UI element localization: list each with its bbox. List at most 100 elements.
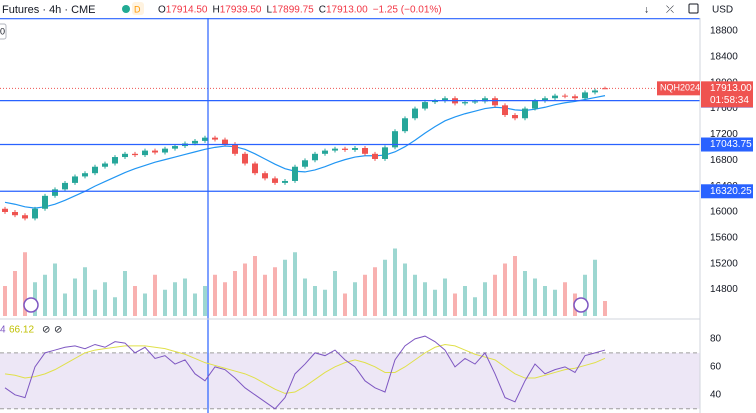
candle-body	[602, 88, 608, 90]
candle-body	[152, 150, 158, 153]
volume-bar	[493, 274, 497, 316]
volume-bar	[563, 282, 567, 316]
alert-icon[interactable]	[573, 297, 589, 313]
volume-bar	[143, 293, 147, 316]
rsi-legend-icon[interactable]: ⊘	[54, 325, 62, 336]
candle-body	[142, 150, 148, 156]
ohlc-value: 17913.00	[326, 5, 368, 16]
rsi-line	[4, 335, 606, 410]
y-tick-label: 18400	[710, 51, 738, 62]
candle-body	[72, 176, 78, 183]
volume-bar	[283, 259, 287, 316]
candle-body	[502, 105, 508, 116]
volume-bar	[163, 289, 167, 316]
rsi-band	[0, 352, 700, 409]
candle-body	[112, 157, 118, 164]
volume-bar	[223, 282, 227, 316]
volume-bar	[103, 282, 107, 316]
volume-bar	[23, 252, 27, 316]
volume-bar	[463, 286, 467, 316]
candle-body	[292, 166, 298, 181]
volume-bar	[363, 274, 367, 316]
badge-text: D	[134, 4, 141, 14]
y-tick-label: 14800	[710, 284, 738, 295]
candle-body	[262, 173, 268, 179]
hline-label-bg	[701, 184, 753, 199]
candle-body	[562, 95, 568, 97]
volume-bar	[583, 274, 587, 316]
fullscreen[interactable]	[688, 3, 699, 14]
symbol-tag	[657, 81, 700, 96]
status-dot	[122, 5, 130, 13]
candle-body	[412, 108, 418, 119]
candle-body	[312, 153, 318, 161]
candle-body	[12, 211, 18, 216]
candle-body	[472, 101, 478, 103]
currency[interactable]: USD	[712, 5, 733, 16]
candle-body	[422, 102, 428, 109]
candle-body	[522, 108, 528, 119]
collapse[interactable]: ⤫	[666, 5, 674, 16]
replay-icon[interactable]	[23, 297, 39, 313]
candle-body	[212, 137, 218, 140]
candle-body	[402, 118, 408, 132]
volume-bar	[373, 267, 377, 316]
volume-bar	[213, 274, 217, 316]
candle-body	[552, 95, 558, 99]
volume-bar	[443, 278, 447, 316]
candle-body	[572, 96, 578, 99]
volume-bar	[543, 286, 547, 316]
hline-label: 16320.25	[710, 186, 752, 197]
candle-body	[432, 100, 438, 103]
volume-bar	[63, 293, 67, 316]
volume-bar	[93, 289, 97, 316]
candle-body	[162, 148, 168, 153]
volume-bar	[313, 286, 317, 316]
volume-bar	[183, 278, 187, 316]
scroll-down[interactable]: ↓	[644, 5, 649, 16]
price-tag-text: 17913.00	[710, 83, 752, 94]
volume-bar	[553, 289, 557, 316]
candle-body	[542, 98, 548, 101]
candle-body	[282, 180, 288, 183]
volume-bar	[123, 271, 127, 316]
y-tick-label: 15200	[710, 258, 738, 269]
candle-body	[372, 153, 378, 159]
candle-body	[62, 182, 68, 190]
candle-body	[242, 153, 248, 164]
volume-bar	[513, 256, 517, 316]
candle-body	[132, 153, 138, 156]
badge	[132, 2, 144, 15]
candle-body	[32, 208, 38, 219]
volume-bar	[133, 286, 137, 316]
ohlc-value: 17899.75	[272, 5, 314, 16]
candle-body	[382, 147, 388, 159]
candle-body	[192, 140, 198, 144]
header-bg	[0, 0, 756, 17]
change: −1.25 (−0.01%)	[373, 5, 442, 16]
symbol-tag-text: NQH2024	[660, 83, 700, 93]
price-tag	[701, 81, 753, 108]
volume-bar	[523, 271, 527, 316]
volume-bar	[273, 267, 277, 316]
volume-bar	[393, 248, 397, 316]
candle-body	[392, 131, 398, 148]
hline-label: 17043.75	[710, 139, 752, 150]
candle-body	[222, 139, 228, 145]
candle-body	[22, 215, 28, 219]
candle-body	[582, 92, 588, 99]
rsi-tick-label: 40	[710, 389, 722, 400]
rsi-legend-icon[interactable]: ⊘	[42, 325, 50, 336]
left-stub-box	[0, 23, 7, 40]
candle-body	[362, 147, 368, 154]
volume-bar	[173, 282, 177, 316]
rsi-legend-value: 66.12	[9, 325, 34, 336]
candle-body	[232, 144, 238, 154]
volume-bar	[333, 271, 337, 316]
candle-body	[202, 137, 208, 141]
volume-bar	[13, 271, 17, 316]
rsi-tick-label: 60	[710, 361, 722, 372]
candle-body	[172, 146, 178, 149]
candle-body	[532, 100, 538, 109]
volume-bar	[353, 282, 357, 316]
